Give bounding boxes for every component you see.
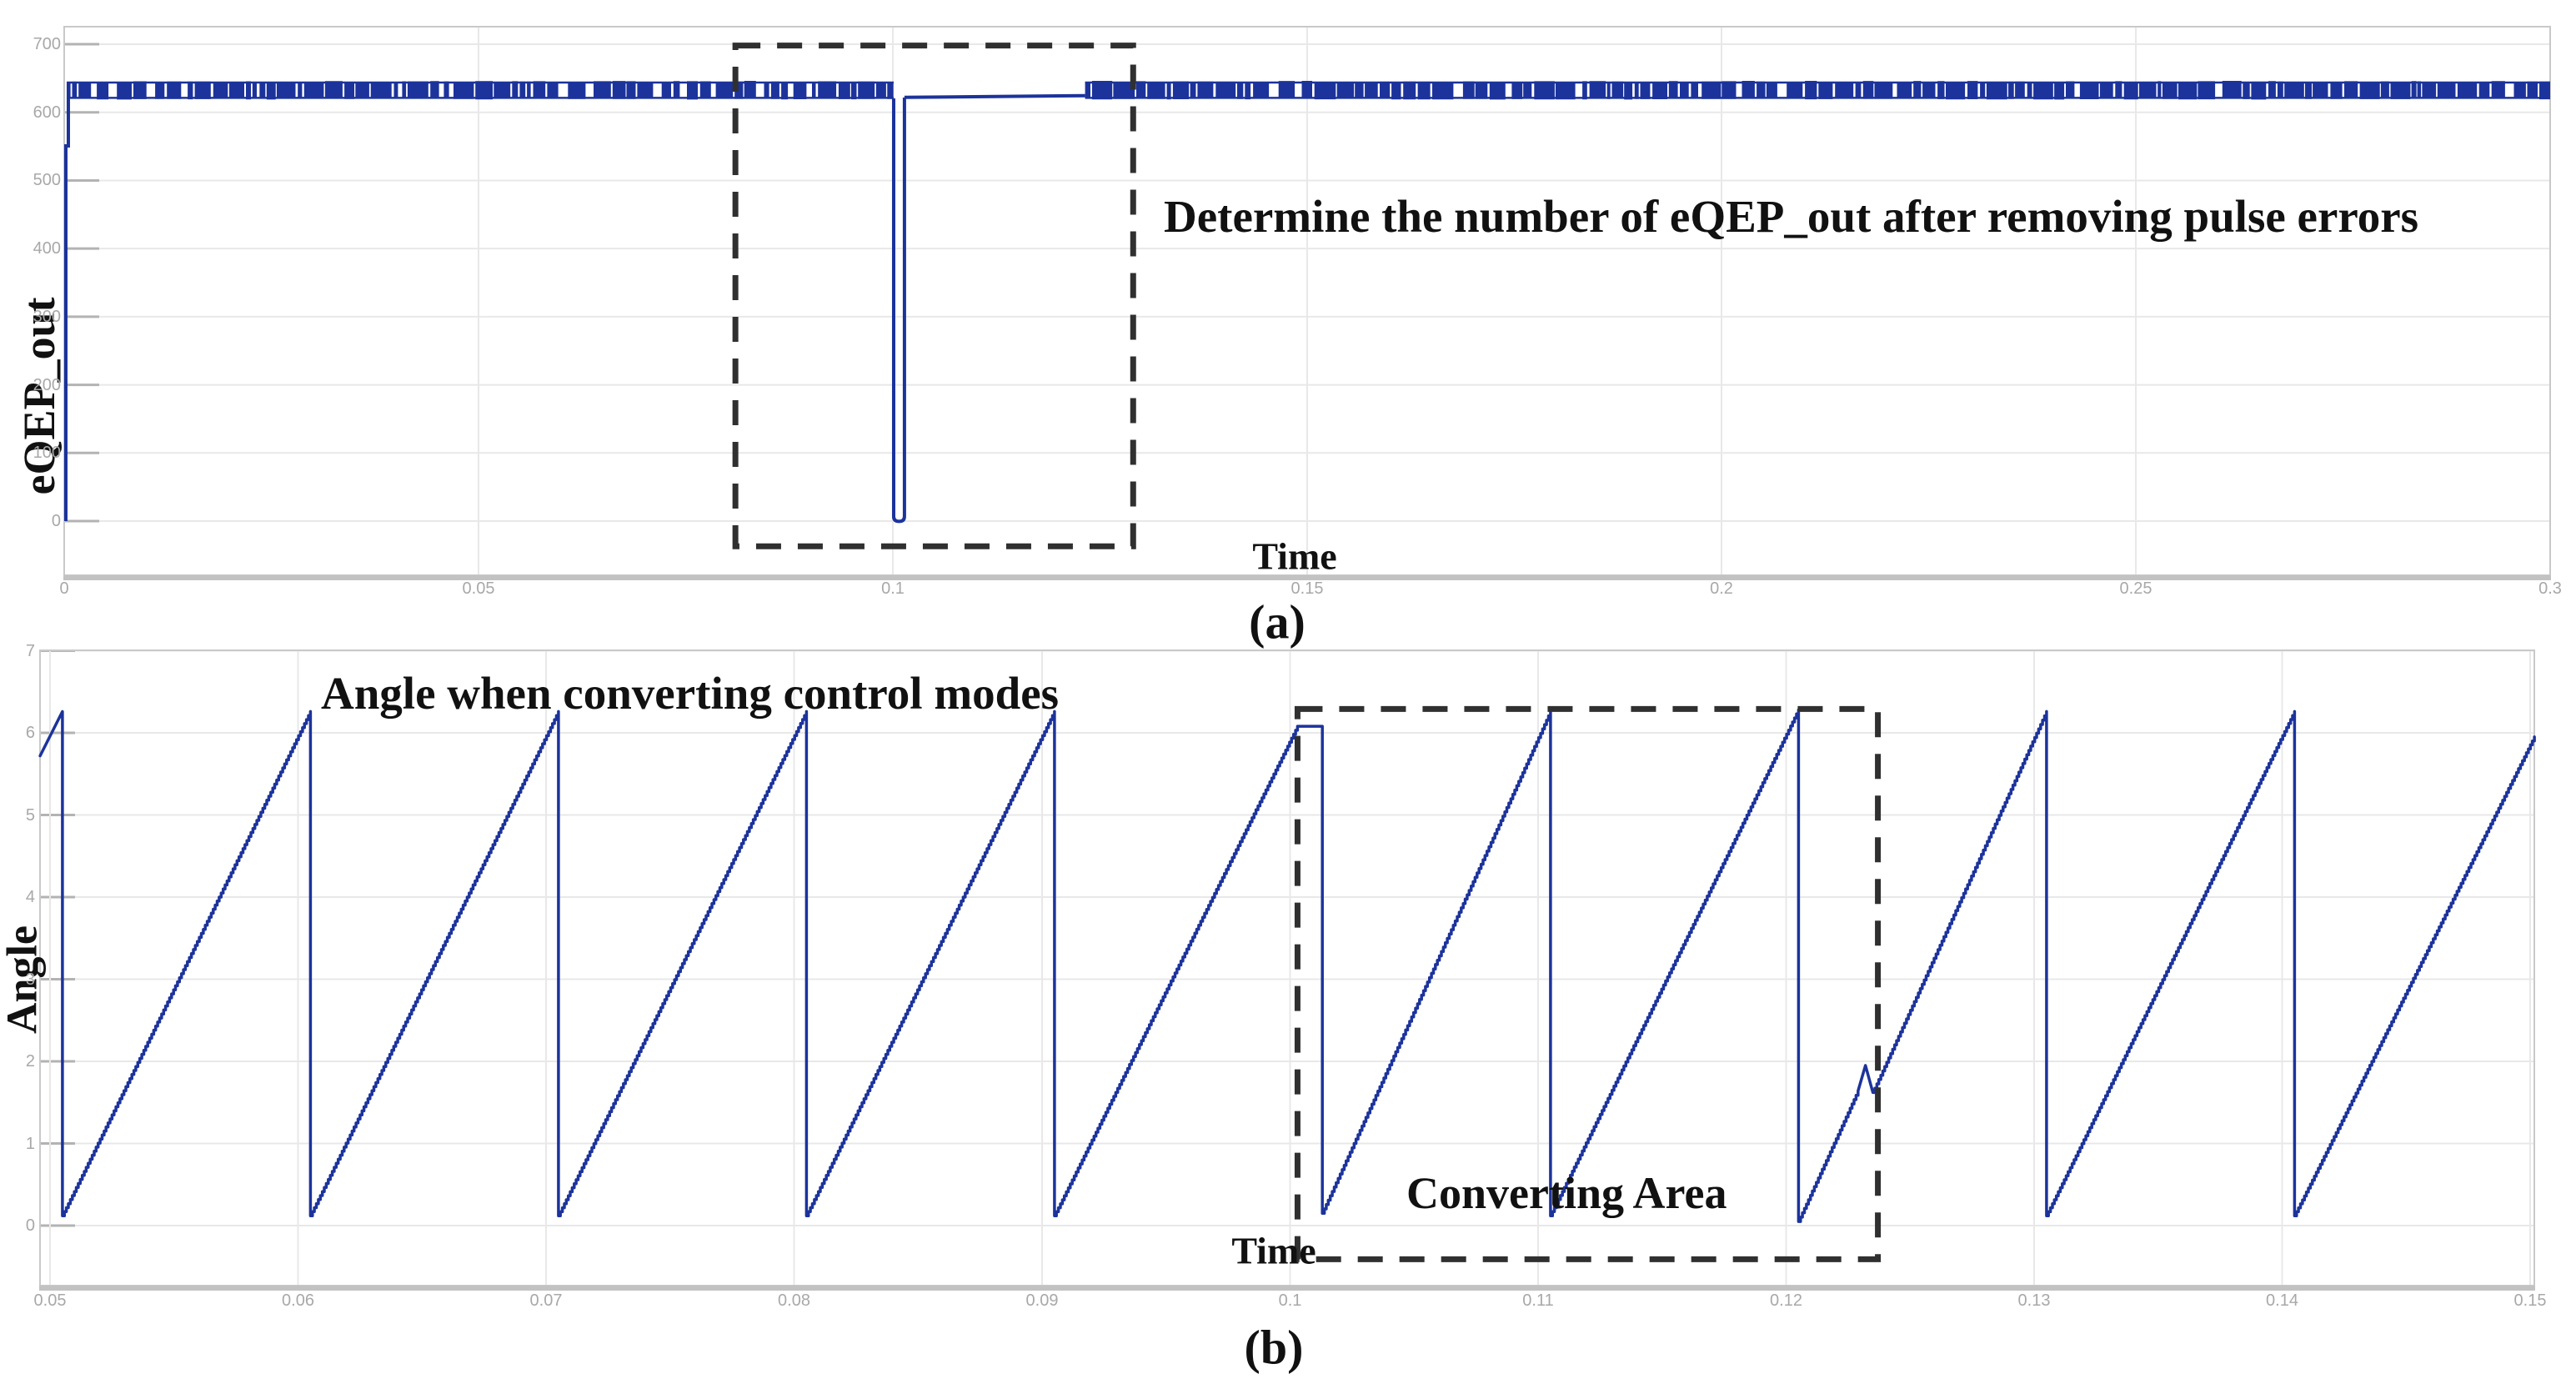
panel-a-plot — [63, 26, 2551, 580]
pulse-band — [67, 81, 894, 100]
panel-a-signal — [63, 81, 2550, 524]
panel-b-xlabel: Time — [1231, 1229, 1316, 1272]
panel-a-dashed-box — [732, 43, 1136, 549]
panel-a-xlabel: Time — [1252, 534, 1337, 578]
panel-b-title: Angle when converting control modes — [321, 668, 1060, 719]
panel-b-angle-curve — [38, 708, 2536, 1223]
panel-a-annotation: Determine the number of eQEP_out after r… — [1164, 191, 2419, 242]
panel-b-ylabel: Angle — [0, 925, 47, 1034]
panel-b-annotation: Converting Area — [1406, 1168, 1727, 1218]
panel-a-caption: (a) — [1249, 594, 1306, 649]
signal-dropout — [891, 98, 906, 524]
panel-b-dashed-box — [1294, 705, 1882, 1262]
panel-a-ylabel: eQEP_out — [14, 297, 64, 495]
panel-b-caption: (b) — [1244, 1320, 1304, 1375]
pulse-band — [1085, 81, 2550, 100]
signal-flat-segment — [904, 93, 1085, 99]
signal-startup-edge — [63, 81, 70, 521]
panel-b-plot — [38, 649, 2536, 1291]
